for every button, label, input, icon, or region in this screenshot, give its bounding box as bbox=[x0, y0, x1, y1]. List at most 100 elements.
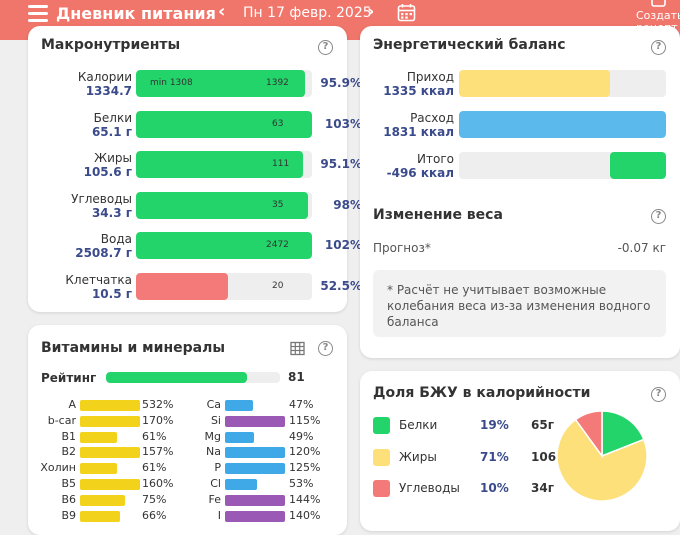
help-icon[interactable]: ? bbox=[651, 209, 666, 224]
next-day-button[interactable]: › bbox=[367, 1, 375, 22]
nutrient-bar bbox=[225, 400, 285, 411]
bju-legend-item: Углеводы 10% 34г bbox=[373, 480, 563, 500]
nutrient-percent: 157% bbox=[142, 445, 174, 459]
nutrient-name: Si bbox=[210, 413, 221, 427]
macro-label: Белки bbox=[93, 110, 132, 125]
weight-change-title: Изменение веса bbox=[373, 207, 503, 223]
help-icon[interactable]: ? bbox=[318, 40, 333, 55]
macro-value: 34.3 г bbox=[91, 205, 132, 220]
macro-progress-bar: 20 bbox=[136, 272, 312, 300]
bju-name: Жиры bbox=[399, 449, 437, 464]
macro-row: Жиры 105.6 г 111 95.1% bbox=[28, 151, 374, 181]
nutrient-bar bbox=[225, 463, 285, 475]
nutrient-bar-fill bbox=[225, 463, 285, 475]
energy-row: Итого -496 ккал bbox=[360, 152, 680, 182]
macro-min-label: min 1308 bbox=[150, 78, 193, 88]
nutrient-percent: 125% bbox=[289, 461, 321, 475]
nutrient-bar-fill bbox=[80, 510, 120, 522]
calendar-icon[interactable] bbox=[397, 3, 416, 22]
nutrient-bar bbox=[225, 415, 285, 427]
nutrient-name: B2 bbox=[61, 445, 76, 459]
nutrient-bar bbox=[225, 447, 285, 459]
nutrient-percent: 53% bbox=[289, 477, 314, 490]
help-icon[interactable]: ? bbox=[651, 40, 666, 55]
nutrient-name: Cl bbox=[210, 477, 221, 490]
nutrient-name: Холин bbox=[40, 461, 76, 475]
bju-legend-item: Белки 19% 65г bbox=[373, 417, 563, 437]
bju-pie-chart bbox=[556, 410, 648, 502]
bju-grams: 34г bbox=[531, 481, 554, 495]
energy-label: Приход bbox=[406, 70, 454, 84]
legend-swatch bbox=[373, 480, 390, 497]
macro-label: Калории bbox=[77, 70, 132, 84]
nutrient-item: Na 120% bbox=[193, 445, 353, 459]
nutrient-bar-fill bbox=[80, 415, 140, 427]
bju-name: Углеводы bbox=[399, 481, 460, 495]
nutrient-name: Fe bbox=[208, 492, 222, 506]
help-icon[interactable]: ? bbox=[651, 387, 666, 402]
nutrient-bar bbox=[80, 510, 140, 522]
create-recipe-icon bbox=[651, 0, 666, 7]
macro-target: 35 bbox=[272, 199, 284, 210]
nutrient-percent: 140% bbox=[289, 508, 321, 522]
energy-bar bbox=[459, 70, 666, 97]
macro-progress-bar: min 1308 1392 bbox=[136, 70, 312, 97]
nutrient-bar-fill bbox=[80, 494, 125, 506]
nutrient-bar-fill bbox=[80, 447, 140, 459]
nutrient-percent: 49% bbox=[289, 429, 314, 443]
macro-progress-fill bbox=[136, 70, 305, 97]
page-title: Дневник питания bbox=[56, 4, 216, 23]
nutrient-name: A bbox=[68, 398, 76, 411]
nutrient-item: A 532% bbox=[40, 398, 200, 412]
nutrient-bar bbox=[80, 479, 140, 490]
menu-icon[interactable] bbox=[28, 5, 48, 23]
macro-percent: 95.9% bbox=[320, 76, 362, 90]
help-icon[interactable]: ? bbox=[318, 341, 333, 356]
energy-balance-card: Энергетический баланс ? Приход 1335 ккал Р… bbox=[360, 26, 680, 358]
nutrient-bar bbox=[80, 431, 140, 443]
nutrient-percent: 120% bbox=[289, 445, 321, 459]
macro-progress-bar: 63 bbox=[136, 110, 312, 138]
energy-row: Приход 1335 ккал bbox=[360, 70, 680, 100]
nutrient-percent: 75% bbox=[142, 492, 167, 506]
macro-percent: 102% bbox=[324, 238, 362, 252]
macro-target: 20 bbox=[272, 280, 284, 291]
pie-slice bbox=[556, 418, 648, 502]
nutrient-item: B5 160% bbox=[40, 477, 200, 491]
nutrient-item: P 125% bbox=[193, 461, 353, 475]
bju-grams: 106г bbox=[531, 449, 563, 464]
nutrient-bar bbox=[225, 510, 285, 522]
macro-percent: 103% bbox=[324, 116, 362, 131]
nutrient-name: Mg bbox=[204, 429, 221, 443]
bju-share-card: Доля БЖУ в калорийности ? Белки 19% 65г Жир… bbox=[360, 371, 680, 531]
macro-value: 2508.7 г bbox=[75, 246, 132, 260]
macro-progress-fill bbox=[136, 151, 303, 178]
table-icon[interactable] bbox=[290, 341, 305, 356]
macro-percent: 52.5% bbox=[320, 278, 362, 293]
macro-value: 65.1 г bbox=[91, 124, 132, 139]
current-date[interactable]: Пн 17 февр. 2025 bbox=[243, 5, 372, 21]
macro-progress-fill bbox=[136, 272, 228, 300]
macro-label: Углеводы bbox=[71, 191, 132, 206]
nutrient-bar bbox=[225, 494, 285, 506]
prev-day-button[interactable]: ‹ bbox=[218, 1, 226, 22]
nutrient-percent: 66% bbox=[142, 508, 167, 522]
pie-slice bbox=[601, 410, 645, 458]
legend-swatch bbox=[373, 448, 390, 466]
pie-slice bbox=[574, 410, 603, 459]
bju-percent: 10% bbox=[480, 481, 509, 495]
nutrient-item: B6 75% bbox=[40, 493, 200, 507]
nutrient-percent: 532% bbox=[142, 398, 174, 411]
macro-value: 105.6 г bbox=[83, 165, 132, 179]
forecast-label: Прогноз* bbox=[373, 241, 431, 255]
macro-row: Углеводы 34.3 г 35 98% bbox=[28, 191, 374, 222]
nutrient-item: Cl 53% bbox=[193, 477, 353, 491]
nutrient-item: Mg 49% bbox=[193, 430, 353, 444]
energy-value: 1335 ккал bbox=[383, 84, 454, 98]
nutrient-percent: 61% bbox=[142, 429, 167, 443]
energy-label: Расход bbox=[410, 111, 454, 125]
macro-value: 1334.7 bbox=[85, 84, 132, 98]
nutrient-bar-fill bbox=[225, 431, 254, 443]
nutrient-bar bbox=[225, 431, 285, 443]
macro-progress-fill bbox=[136, 191, 308, 219]
